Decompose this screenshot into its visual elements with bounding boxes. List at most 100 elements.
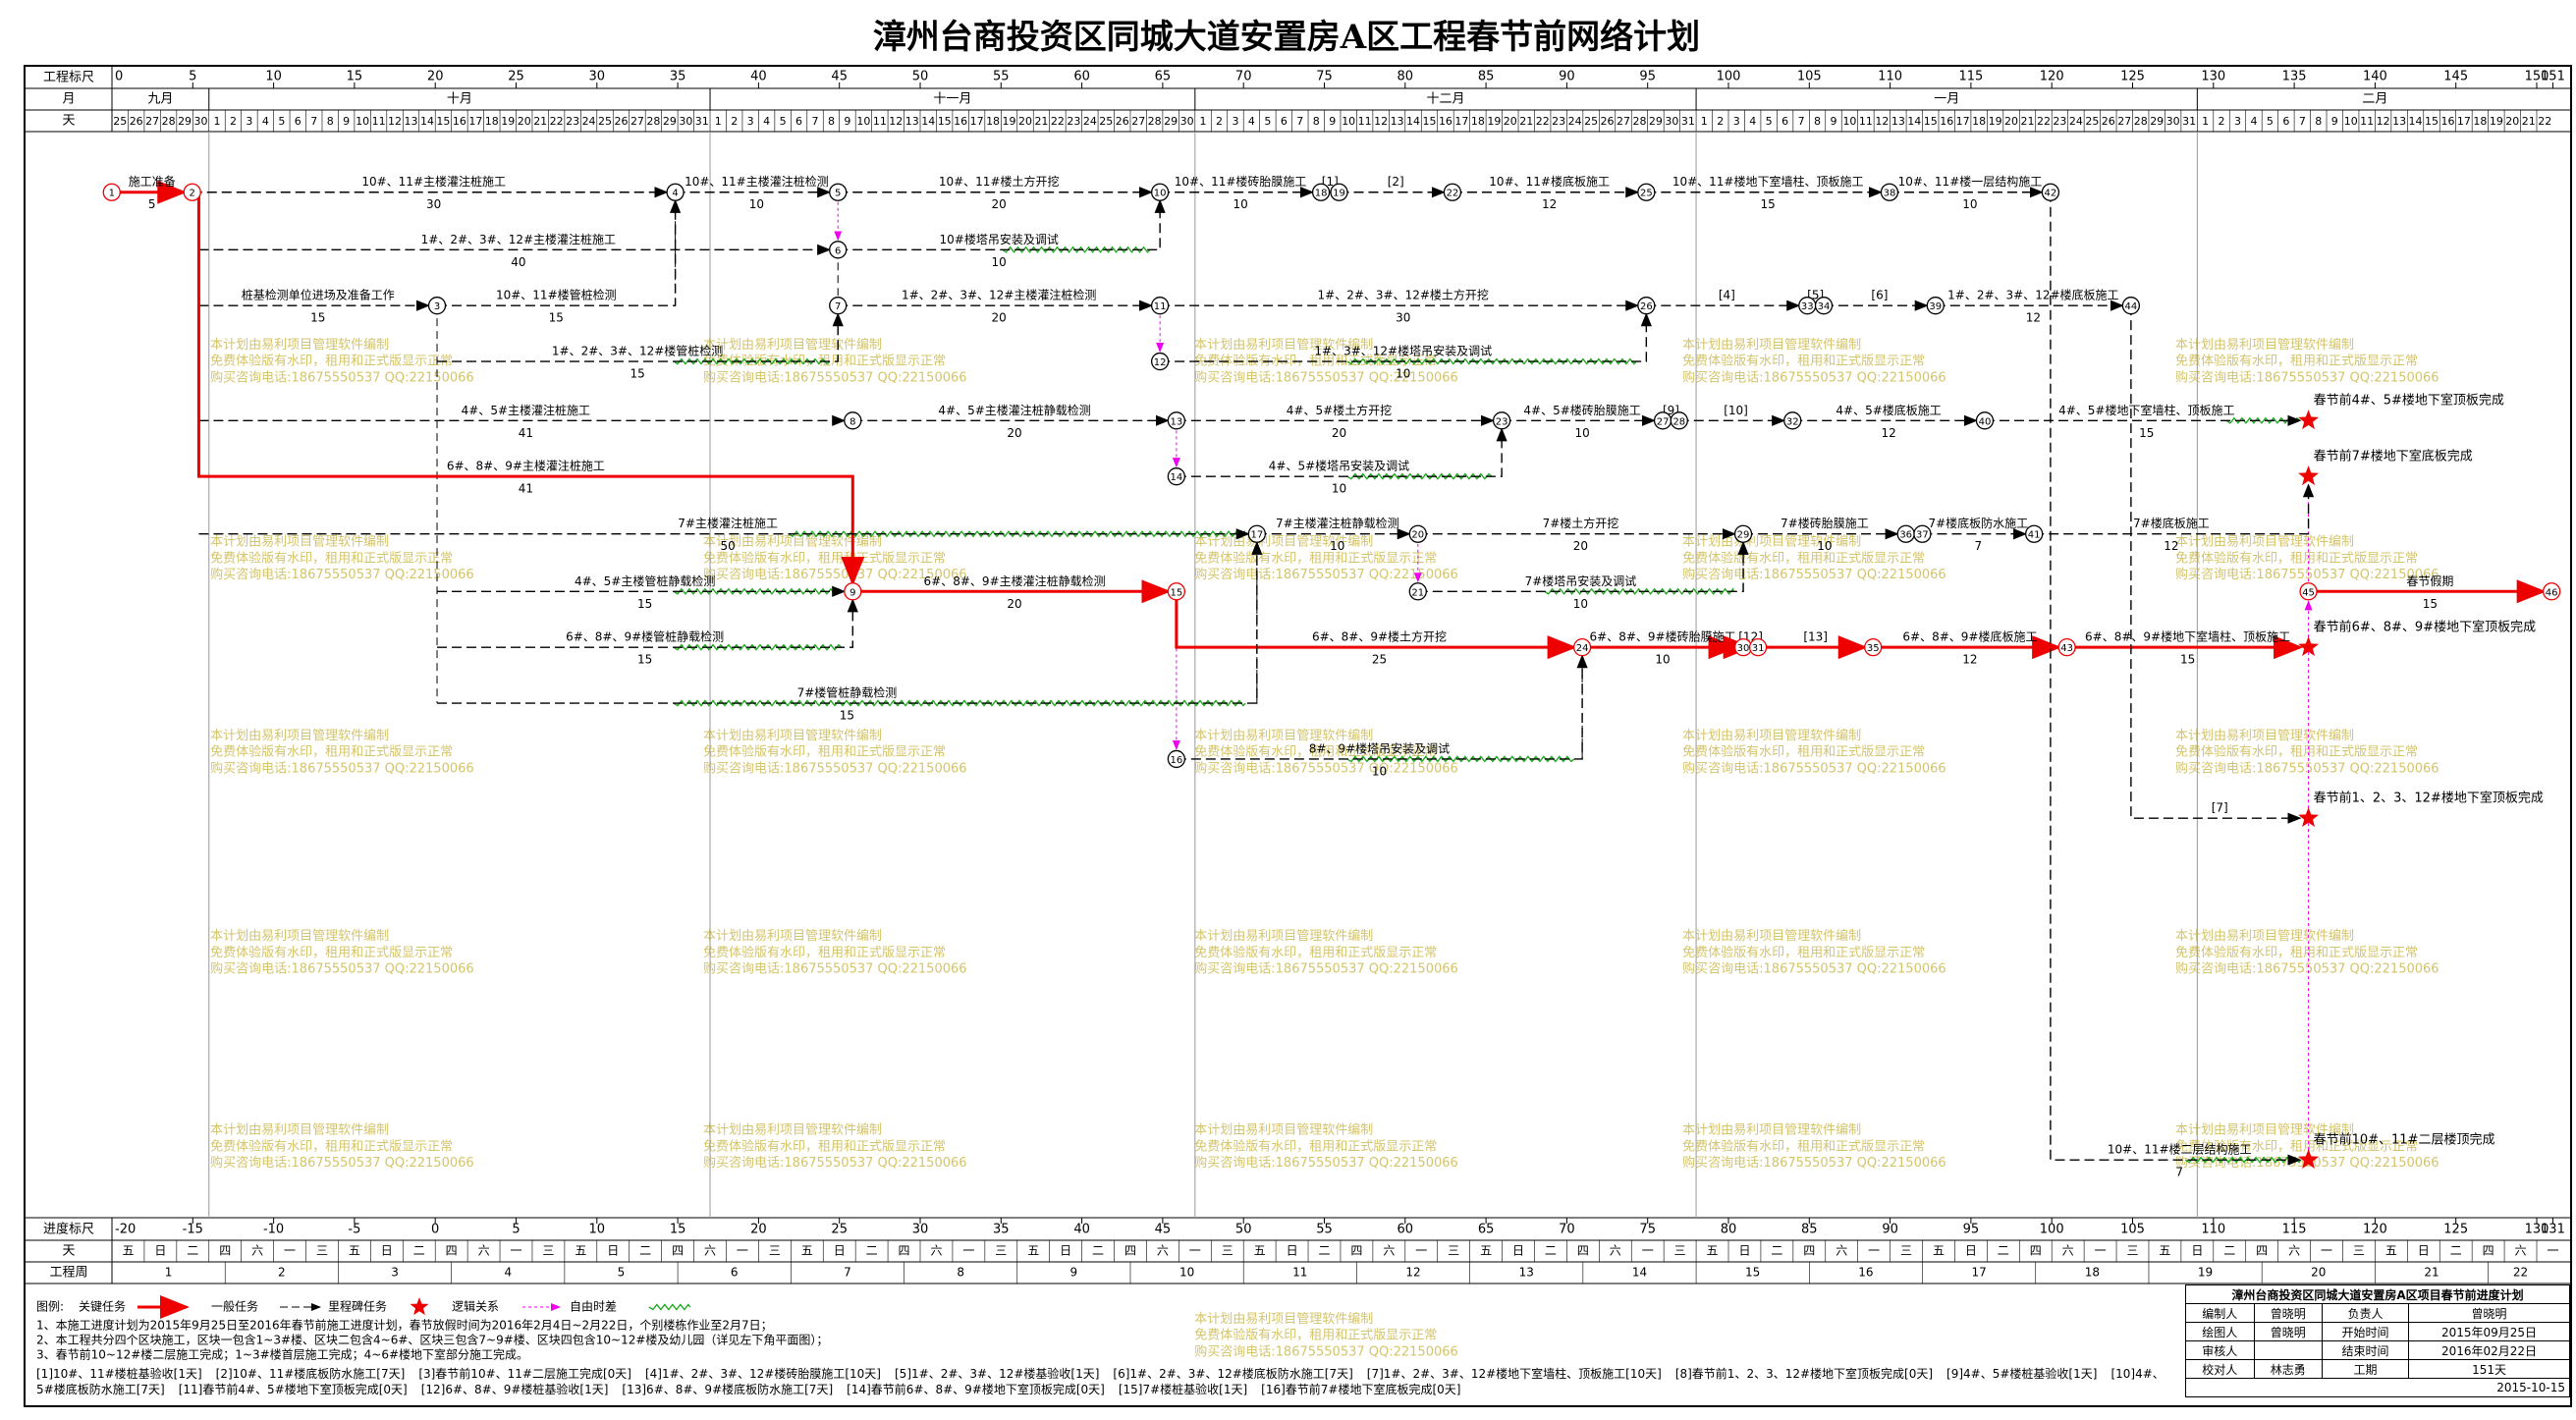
task-label: 7#楼底板施工: [2133, 516, 2210, 530]
watermark: 免费体验版有水印，租用和正式版显示正常: [210, 744, 453, 760]
info-cell: 开始时间: [2321, 1322, 2410, 1341]
watermark: 免费体验版有水印，租用和正式版显示正常: [2175, 354, 2418, 369]
watermark: 购买咨询电话:18675550537 QQ:22150066: [1194, 760, 1458, 776]
node-label: 11: [1154, 301, 1167, 312]
day-label: 17: [468, 115, 482, 128]
weekday-label: 五: [349, 1244, 360, 1258]
day-label: 31: [1681, 115, 1695, 128]
week-label: 17: [1971, 1266, 1986, 1280]
day-label: 1: [1200, 115, 1207, 128]
legend-milestone: [410, 1297, 429, 1316]
weekday-label: 一: [2095, 1244, 2107, 1258]
day-label: 18: [1972, 115, 1986, 128]
task-label: 6#、8#、9#主楼灌注桩施工: [447, 459, 605, 473]
task-label: [7]: [2212, 801, 2228, 815]
info-table: 漳州台商投资区同城大道安置房A区项目春节前进度计划 编制人 曾晓明 负责人 曾晓明 绘图人…: [2185, 1284, 2570, 1397]
node: [183, 183, 201, 201]
task-label: 7#楼土方开挖: [1543, 516, 1619, 530]
weekday-label: 三: [1222, 1244, 1233, 1258]
watermark: 本计划由易利项目管理软件编制: [210, 535, 389, 550]
weekday-label: 四: [1803, 1244, 1815, 1258]
node: [1443, 183, 1462, 201]
month-label: 九月: [147, 92, 173, 107]
day-label: 18: [485, 115, 499, 128]
weekday-label: 一: [1189, 1244, 1201, 1258]
scale-tick-label: 25: [508, 70, 524, 84]
day-label: 26: [1116, 115, 1129, 128]
day-label: 14: [2409, 115, 2423, 128]
task-label: 10#、11#楼砖胎膜施工: [1175, 174, 1307, 189]
day-label: 15: [1422, 115, 1436, 128]
task-label: 7#楼砖胎膜施工: [1781, 516, 1869, 530]
watermark: 免费体验版有水印，租用和正式版显示正常: [2175, 945, 2418, 960]
task-duration: 12: [1881, 426, 1895, 440]
weekday-label: 六: [478, 1244, 490, 1258]
scale-tick-label: 105: [2120, 1223, 2145, 1237]
watermark: 免费体验版有水印，租用和正式版显示正常: [210, 354, 453, 369]
footnotes: [1]10#、11#楼桩基验收[1天] [2]10#、11#楼底板防水施工[7天]…: [36, 1366, 2167, 1397]
scale-tick-label: 145: [2443, 70, 2468, 84]
watermark: 本计划由易利项目管理软件编制: [1682, 535, 1861, 550]
watermark: 本计划由易利项目管理软件编制: [2175, 729, 2354, 743]
watermark: 免费体验版有水印，租用和正式版显示正常: [1194, 744, 1437, 760]
week-label: 1: [165, 1266, 173, 1280]
day-label: 6: [2282, 115, 2289, 128]
task: [437, 312, 844, 362]
scale-tick-label: 105: [1797, 70, 1822, 84]
weekday-label: 日: [1965, 1244, 1977, 1258]
weekday-label: 四: [672, 1244, 684, 1258]
scale-tick-label: 40: [1073, 1223, 1090, 1237]
week-label: 18: [2085, 1266, 2100, 1280]
task-duration: 20: [1007, 597, 1021, 611]
watermark: 免费体验版有水印，租用和正式版显示正常: [703, 744, 946, 760]
info-cell: 审核人: [2185, 1340, 2255, 1360]
day-label: 5: [780, 115, 787, 128]
free-float: [673, 699, 1246, 707]
node-label: 27: [1657, 416, 1670, 427]
node-label: 6: [835, 246, 841, 256]
info-cell: 曾晓明: [2408, 1303, 2570, 1323]
task-label: 施工准备: [129, 175, 176, 189]
watermark: 购买咨询电话:18675550537 QQ:22150066: [1194, 567, 1458, 582]
day-label: 11: [1859, 115, 1873, 128]
footnote: [15]7#楼桩基验收[1天]: [1118, 1383, 1248, 1396]
weekday-label: 三: [542, 1244, 554, 1258]
day-label: 25: [598, 115, 612, 128]
legend-label: 关键任务: [79, 1299, 126, 1314]
day-label: 19: [1003, 115, 1016, 128]
scale-tick-label: 85: [1801, 1223, 1818, 1237]
watermark: 本计划由易利项目管理软件编制: [703, 535, 882, 550]
node-label: 3: [434, 301, 440, 312]
task-label: 4#、5#楼底板施工: [1836, 403, 1941, 417]
task-label: 4#、5#楼地下室墙柱、顶板施工: [2058, 403, 2234, 417]
note: 2、本工程共分四个区块施工，区块一包含1~3#楼、区块二包含4~6#、区块三包含…: [36, 1333, 828, 1347]
weekday-label: 日: [1738, 1244, 1750, 1258]
task-duration: 10: [1573, 597, 1588, 611]
day-label: 30: [1665, 115, 1678, 128]
task: [1176, 654, 1588, 760]
task-duration: 7: [1974, 539, 1982, 553]
weekday-label: 五: [1933, 1244, 1945, 1258]
day-label: 19: [2490, 115, 2503, 128]
footnote: [8]春节前1、2、3、12#楼地下室顶板完成[0天]: [1674, 1367, 1934, 1381]
week-label: 11: [1292, 1266, 1307, 1280]
title: 漳州台商投资区同城大道安置房A区工程春节前网络计划: [873, 18, 1700, 57]
node-label: 25: [1640, 189, 1653, 199]
day-label: 24: [582, 115, 596, 128]
watermark: 购买咨询电话:18675550537 QQ:22150066: [703, 369, 967, 385]
node: [1880, 183, 1899, 201]
node: [1408, 524, 1427, 543]
task-label: 4#、5#主楼管桩静载检测: [575, 573, 715, 588]
node: [844, 411, 862, 430]
day-label: 20: [1018, 115, 1032, 128]
node: [2025, 524, 2044, 543]
day-label: 23: [2053, 115, 2066, 128]
weekday-label: 四: [2030, 1244, 2042, 1258]
watermark: 本计划由易利项目管理软件编制: [1194, 535, 1373, 550]
watermark: 免费体验版有水印，租用和正式版显示正常: [703, 550, 946, 566]
task-duration: 20: [1573, 539, 1588, 553]
scale-tick-label: 70: [1235, 70, 1252, 84]
milestone-label: 春节前7#楼地下室底板完成: [2314, 449, 2473, 464]
day-label: 12: [889, 115, 903, 128]
watermark: 购买咨询电话:18675550537 QQ:22150066: [1682, 961, 1946, 977]
